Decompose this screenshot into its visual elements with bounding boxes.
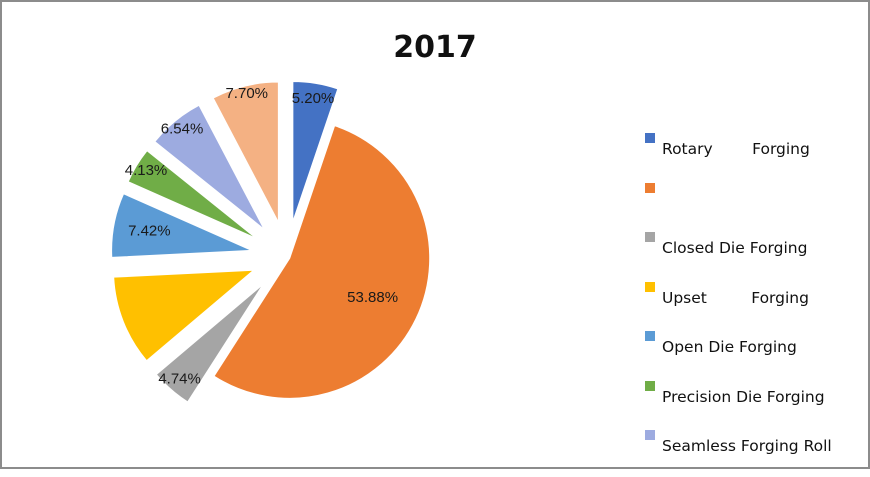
legend: Rotary Forging Closed Die Forging Upset Fo…: [642, 130, 857, 477]
legend-swatch: [645, 232, 655, 242]
legend-label: Closed Die Forging: [662, 239, 808, 257]
legend-label: Seamless Forging Roll: [662, 437, 832, 455]
legend-swatch: [645, 133, 655, 143]
data-label: 53.88%: [347, 289, 398, 306]
data-label: 5.20%: [292, 90, 335, 107]
legend-label: Open Die Forging: [662, 338, 797, 356]
legend-swatch: [645, 331, 655, 341]
data-label: 7.42%: [128, 222, 171, 239]
pie-chart: 5.20% 53.88% 4.74% 7.42% 4.13% 6.54% 7.70%: [111, 80, 431, 403]
legend-swatch: [645, 380, 655, 391]
legend-item: Open Die Forging: [642, 328, 857, 378]
pie-slice: [113, 269, 255, 362]
data-label: 4.74%: [158, 371, 201, 388]
legend-swatch: [645, 182, 655, 193]
data-label: 7.70%: [225, 85, 268, 102]
pie-slice: [155, 283, 264, 403]
legend-item: Seamless Forging Roll: [642, 427, 857, 477]
chart-title: 2017: [393, 30, 477, 65]
pie-slice: [213, 125, 431, 399]
legend-label: Upset Forging: [662, 288, 809, 307]
pie-slice: [111, 193, 252, 258]
legend-item: Upset Forging: [642, 279, 857, 329]
pie-slice: [292, 80, 339, 222]
legend-item: Precision Die Forging: [642, 378, 857, 428]
legend-item: Closed Die Forging: [642, 229, 857, 279]
data-label: 6.54%: [161, 121, 204, 138]
pie-slice: [212, 81, 279, 223]
legend-label: Precision Die Forging: [662, 387, 825, 406]
legend-item: [642, 180, 857, 230]
pie-slice: [127, 149, 257, 239]
data-label: 4.13%: [125, 162, 168, 179]
legend-label: Rotary Forging: [662, 140, 810, 158]
legend-swatch: [645, 281, 655, 292]
legend-item: Rotary Forging: [642, 130, 857, 180]
legend-swatch: [645, 430, 655, 440]
pie-slice: [154, 104, 265, 230]
